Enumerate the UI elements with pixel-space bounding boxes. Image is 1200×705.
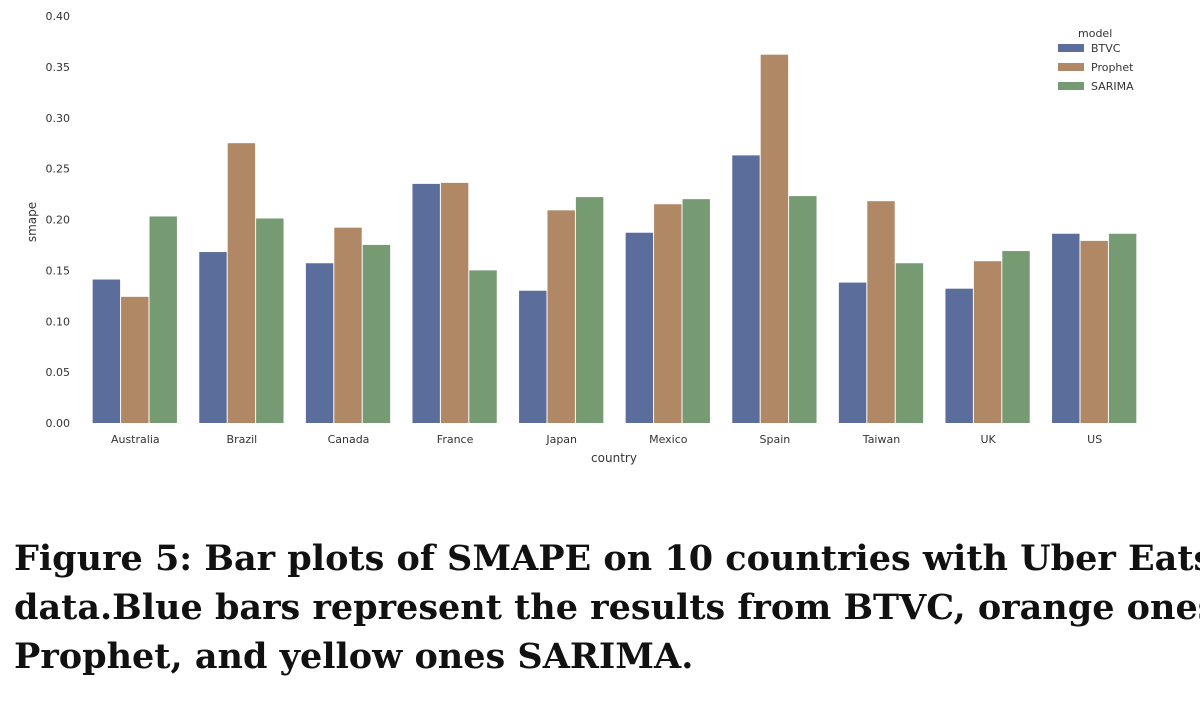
caption-line-2: data.Blue bars represent the results fro… [14, 587, 1200, 628]
y-tick-label: 0.05 [46, 366, 71, 379]
bar-prophet-mexico [654, 204, 682, 423]
x-tick-label: Australia [111, 433, 160, 446]
bar-sarima-japan [575, 197, 604, 423]
bar-btvc-us [1052, 233, 1080, 423]
bar-sarima-australia [149, 216, 177, 423]
x-axis-ticks: Australia Brazil Canada France Japan Mexico Sp… [111, 433, 1102, 446]
legend-label-sarima: SARIMA [1091, 80, 1134, 93]
bar-prophet-japan [547, 210, 575, 423]
x-tick-label: Taiwan [862, 433, 900, 446]
bar-prophet-france [440, 182, 469, 423]
y-tick-label: 0.40 [46, 10, 71, 23]
y-axis-ticks: 0.00 0.05 0.10 0.15 0.20 0.25 0.30 0.35 0.40 [46, 10, 71, 430]
x-tick-label: US [1087, 433, 1102, 446]
y-axis-title: smape [25, 202, 39, 242]
legend-title: model [1078, 27, 1112, 40]
bar-sarima-canada [362, 244, 391, 423]
bar-prophet-taiwan [867, 201, 895, 423]
x-axis-title: country [591, 451, 637, 465]
legend-swatch-btvc [1058, 44, 1084, 52]
bar-btvc-canada [305, 263, 334, 423]
caption-line-3: Prophet, and yellow ones SARIMA. [14, 636, 694, 677]
bar-btvc-australia [92, 279, 121, 423]
y-tick-label: 0.30 [46, 112, 71, 125]
bar-prophet-australia [121, 296, 149, 423]
bar-sarima-spain [789, 196, 817, 423]
bar-prophet-canada [334, 227, 362, 423]
x-tick-label: Spain [760, 433, 791, 446]
bar-btvc-mexico [625, 232, 654, 423]
x-tick-label: France [437, 433, 474, 446]
bars [92, 54, 1137, 424]
bar-prophet-spain [760, 54, 789, 424]
y-tick-label: 0.35 [46, 61, 71, 74]
bar-prophet-us [1080, 240, 1108, 423]
bar-btvc-taiwan [838, 282, 867, 423]
legend-label-btvc: BTVC [1091, 42, 1121, 55]
bar-chart: 0.00 0.05 0.10 0.15 0.20 0.25 0.30 0.35 0.40 Aus… [25, 10, 1137, 465]
bar-sarima-mexico [682, 199, 710, 423]
y-tick-label: 0.15 [46, 264, 71, 277]
y-tick-label: 0.20 [46, 214, 71, 227]
x-tick-label: Brazil [227, 433, 258, 446]
y-tick-label: 0.10 [46, 315, 71, 328]
bar-sarima-uk [1002, 251, 1030, 423]
x-tick-label: UK [980, 433, 996, 446]
bar-sarima-brazil [256, 218, 284, 423]
caption-line-1: Figure 5: Bar plots of SMAPE on 10 count… [14, 538, 1200, 579]
bar-btvc-japan [519, 290, 547, 423]
legend-label-prophet: Prophet [1091, 61, 1134, 74]
bar-sarima-france [469, 270, 497, 424]
bar-btvc-spain [732, 155, 760, 423]
bar-btvc-brazil [199, 252, 227, 423]
x-tick-label: Canada [328, 433, 370, 446]
x-tick-label: Japan [545, 433, 577, 446]
bar-btvc-france [412, 183, 440, 423]
bar-prophet-uk [973, 261, 1002, 423]
y-tick-label: 0.00 [46, 417, 71, 430]
y-tick-label: 0.25 [46, 163, 71, 176]
x-tick-label: Mexico [649, 433, 688, 446]
bar-btvc-uk [945, 288, 973, 423]
bar-prophet-brazil [227, 143, 256, 423]
bar-sarima-taiwan [895, 263, 924, 423]
bar-sarima-us [1108, 233, 1137, 423]
figure-caption: Figure 5: Bar plots of SMAPE on 10 count… [14, 534, 1200, 681]
legend-swatch-prophet [1058, 63, 1084, 71]
legend: model BTVC Prophet SARIMA [1058, 27, 1134, 93]
legend-swatch-sarima [1058, 82, 1084, 90]
